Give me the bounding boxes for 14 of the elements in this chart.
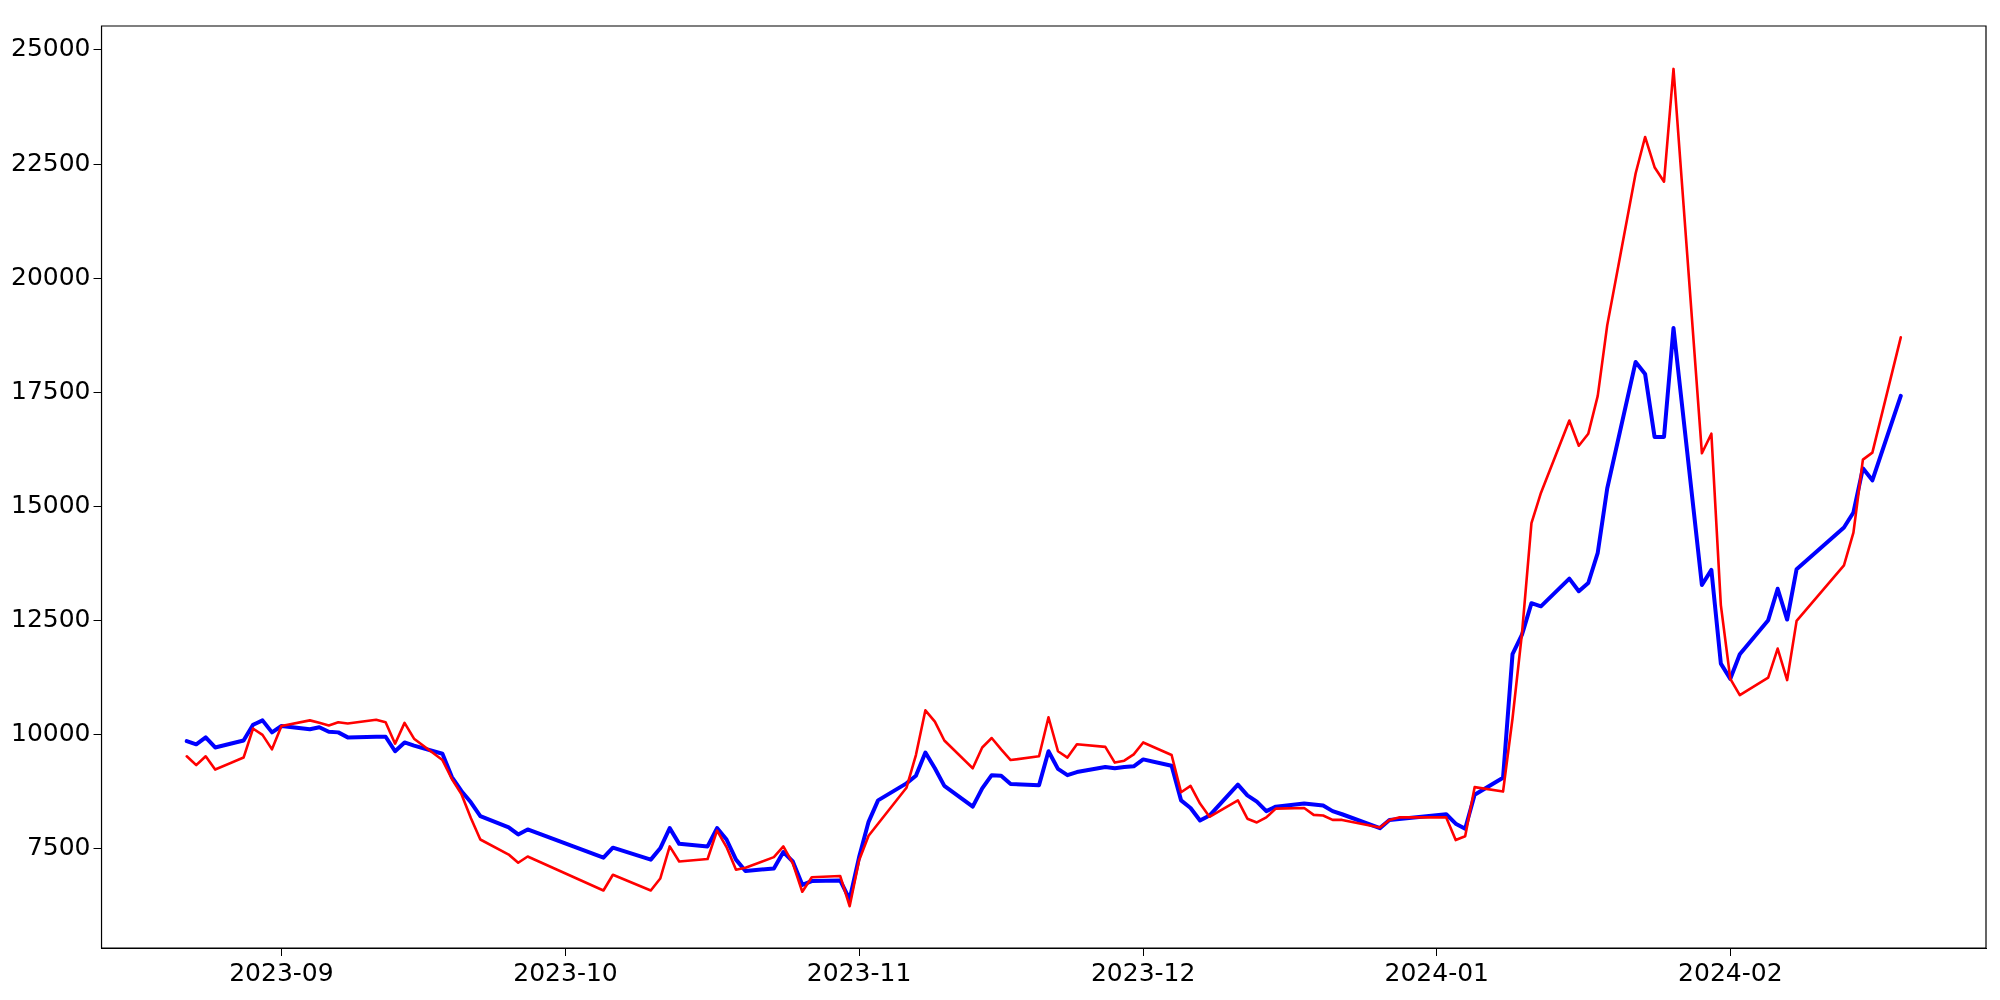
y-tick-label: 22500 bbox=[11, 147, 91, 177]
y-tick-label: 7500 bbox=[26, 831, 91, 861]
y-tick-label: 15000 bbox=[11, 489, 91, 519]
y-tick-label: 10000 bbox=[11, 717, 91, 747]
x-tick-label: 2024-02 bbox=[1678, 957, 1783, 987]
y-tick-label: 12500 bbox=[11, 603, 91, 633]
x-tick-label: 2023-11 bbox=[806, 957, 912, 987]
y-tick-label: 17500 bbox=[11, 375, 91, 405]
y-tick-label: 20000 bbox=[11, 261, 91, 291]
x-tick-label: 2023-09 bbox=[229, 957, 334, 987]
x-tick-label: 2023-10 bbox=[513, 957, 618, 987]
x-tick-label: 2024-01 bbox=[1384, 957, 1489, 987]
y-tick-label: 25000 bbox=[11, 33, 91, 63]
x-tick-label: 2023-12 bbox=[1090, 957, 1196, 987]
